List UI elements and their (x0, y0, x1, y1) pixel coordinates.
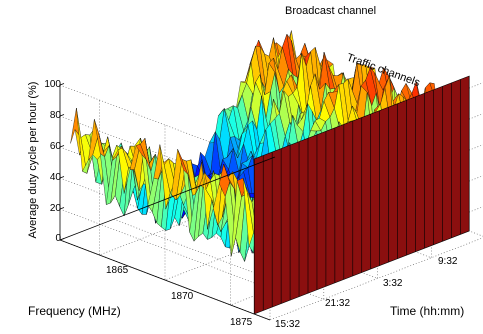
z-tick (59, 114, 65, 117)
z-tick-label: 0 (55, 233, 61, 244)
time-tick-label: 9:32 (438, 256, 458, 267)
z-tick-label: 60 (50, 141, 62, 152)
z-tick-label: 40 (50, 172, 62, 183)
z-axis-label: Average duty cycle per hour (%) (27, 82, 39, 239)
z-tick-label: 20 (50, 203, 62, 214)
frequency-tick-label: 1875 (230, 317, 253, 328)
frequency-tick-label: 1870 (171, 291, 194, 302)
time-tick-label: 15:32 (275, 319, 300, 330)
chart-axes (59, 83, 276, 321)
z-tick-label: 100 (44, 79, 61, 90)
y-axis-label: Time (hh:mm) (390, 304, 464, 318)
x-axis-label: Frequency (MHz) (28, 304, 121, 318)
z-tick (59, 145, 65, 148)
z-tick-label: 80 (50, 110, 62, 121)
time-tick-label: 3:32 (383, 278, 403, 289)
frequency-tick-label: 1865 (106, 265, 129, 276)
frequency-axis-line (59, 239, 271, 321)
time-axis-line (59, 156, 276, 241)
z-tick (59, 83, 65, 86)
z-gridline (59, 237, 483, 321)
time-tick-label: 21:32 (325, 298, 350, 309)
broadcast-channel-annotation: Broadcast channel (285, 5, 376, 17)
z-tick (59, 207, 65, 210)
z-tick (59, 176, 65, 179)
z-tick (59, 238, 65, 241)
surface-mesh (70, 30, 470, 315)
